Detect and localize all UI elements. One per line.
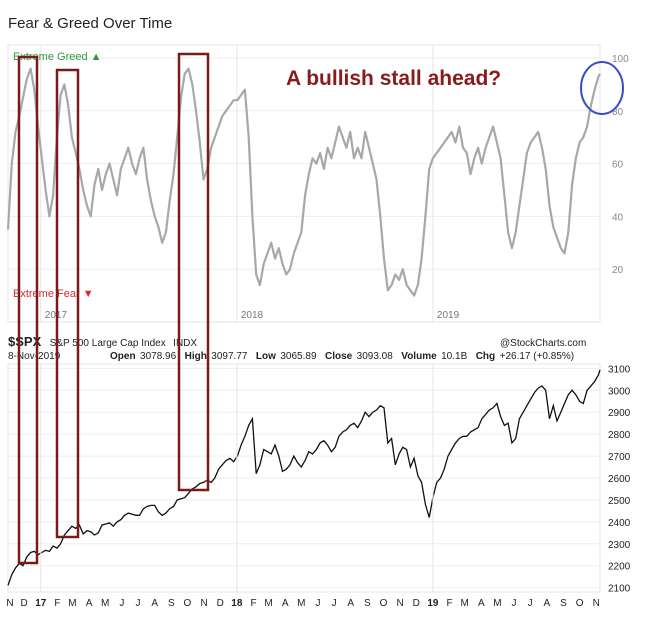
spx-price-line: [7, 369, 601, 586]
spx-y-tick-label: 2100: [608, 584, 631, 595]
highlight-circle: [580, 61, 624, 115]
fg-y-tick-label: 20: [612, 265, 624, 276]
spx-month-label: A: [478, 598, 485, 609]
exchange-label: INDX: [173, 338, 197, 349]
spx-month-label: S: [168, 598, 175, 609]
spx-month-label: 17: [35, 598, 47, 609]
spx-y-tick-label: 2600: [608, 474, 631, 485]
spx-month-axis: N D 17 F M A M J J A S O N D 18 F M A M J J A S O N D 19 F M A M J J A S O N: [6, 364, 600, 609]
annotation-text: A bullish stall ahead?: [286, 67, 501, 90]
source-label: @StockCharts.com: [500, 338, 586, 349]
quote-date: 8-Nov-2019: [8, 351, 61, 362]
symbol-label: $SPX: [8, 334, 42, 349]
spx-y-tick-label: 2400: [608, 518, 631, 529]
spx-y-tick-label: 2700: [608, 452, 631, 463]
fg-panel-frame: [7, 44, 601, 323]
spx-month-label: J: [332, 598, 337, 609]
spx-month-label: D: [217, 598, 224, 609]
extreme-fear-label: Extreme Fear ▼: [13, 288, 94, 300]
spx-month-label: F: [447, 598, 453, 609]
highlight-box-3: [177, 52, 210, 492]
spx-title-line: $SPX S&P 500 Large Cap Index INDX: [8, 333, 197, 350]
spx-header: $SPX S&P 500 Large Cap Index INDX @Stock…: [8, 333, 586, 363]
page-title: Fear & Greed Over Time: [8, 15, 172, 32]
spx-month-label: J: [512, 598, 517, 609]
spx-y-tick-label: 2900: [608, 408, 631, 419]
spx-y-tick-label: 2500: [608, 496, 631, 507]
fg-y-tick-label: 60: [612, 160, 624, 171]
spx-month-label: M: [68, 598, 76, 609]
spx-y-tick-label: 3100: [608, 364, 631, 375]
spx-month-label: F: [54, 598, 60, 609]
spx-y-tick-label: 2300: [608, 540, 631, 551]
spx-month-label: D: [413, 598, 420, 609]
spx-y-tick-label: 2200: [608, 562, 631, 573]
spx-month-label: A: [86, 598, 93, 609]
spx-month-label: M: [297, 598, 305, 609]
fg-year-label: 2019: [437, 310, 460, 321]
spx-month-label: N: [593, 598, 600, 609]
fear-greed-line: [6, 67, 601, 297]
fg-y-tick-label: 100: [612, 54, 629, 65]
spx-month-label: S: [560, 598, 567, 609]
spx-gridlines: [8, 367, 600, 589]
fg-y-tick-label: 40: [612, 212, 624, 223]
spx-month-label: A: [282, 598, 289, 609]
spx-month-label: A: [347, 598, 354, 609]
quote-line: Open 3078.96 High 3097.77 Low 3065.89 Cl…: [110, 346, 574, 363]
spx-month-label: M: [493, 598, 501, 609]
spx-month-label: N: [6, 598, 13, 609]
spx-month-label: D: [20, 598, 27, 609]
spx-month-label: N: [200, 598, 207, 609]
spx-month-label: S: [364, 598, 371, 609]
spx-month-label: 18: [231, 598, 243, 609]
highlight-boxes: [17, 52, 210, 565]
fg-y-tick-label: 80: [612, 107, 624, 118]
spx-month-label: N: [397, 598, 404, 609]
spx-month-label: J: [136, 598, 141, 609]
spx-month-label: M: [101, 598, 109, 609]
spx-month-label: J: [119, 598, 124, 609]
spx-y-tick-label: 3000: [608, 386, 631, 397]
spx-month-label: M: [264, 598, 272, 609]
spx-month-label: O: [380, 598, 388, 609]
highlight-box-2: [55, 68, 80, 539]
spx-month-label: J: [315, 598, 320, 609]
spx-month-label: A: [543, 598, 550, 609]
spx-month-label: F: [250, 598, 256, 609]
spx-month-label: A: [151, 598, 158, 609]
spx-month-label: O: [576, 598, 584, 609]
extreme-greed-label: Extreme Greed ▲: [13, 51, 102, 63]
spx-y-tick-label: 2800: [608, 430, 631, 441]
index-name: S&P 500 Large Cap Index: [50, 338, 166, 349]
spx-y-axis: 2100 2200 2300 2400 2500 2600 2700 2800 2900 3000…: [608, 364, 631, 594]
spx-panel: 2100 2200 2300 2400 2500 2600 2700 2800 2900 3000…: [6, 363, 631, 609]
fg-year-label: 2018: [241, 310, 264, 321]
spx-month-label: O: [184, 598, 192, 609]
spx-month-label: 19: [427, 598, 439, 609]
fg-y-axis: 20 40 60 80 100: [612, 54, 629, 276]
spx-month-label: J: [528, 598, 533, 609]
highlight-box-1: [17, 55, 39, 565]
spx-month-label: M: [460, 598, 468, 609]
